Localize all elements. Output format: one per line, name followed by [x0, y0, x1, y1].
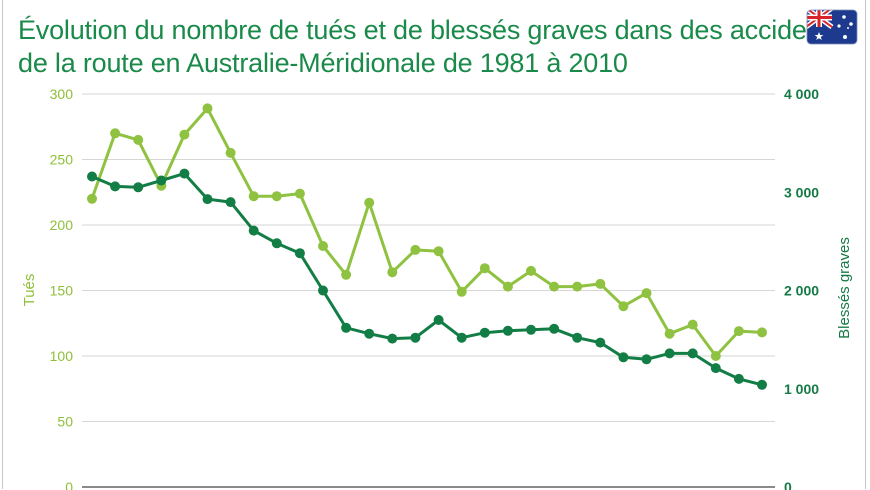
data-point [318, 285, 328, 296]
data-point [387, 267, 398, 278]
data-point [202, 103, 213, 114]
left-tick-label: 100 [50, 348, 74, 364]
data-point [572, 281, 583, 292]
data-point [248, 191, 259, 202]
data-point [87, 193, 97, 204]
left-tick-label: 150 [50, 283, 74, 299]
data-point [387, 333, 398, 344]
data-point [618, 301, 629, 312]
data-point [110, 181, 121, 192]
data-point [341, 269, 352, 280]
data-point [757, 327, 767, 338]
series-killed [87, 103, 767, 361]
data-point [433, 246, 444, 257]
data-point [179, 168, 190, 179]
data-point [179, 129, 190, 140]
data-point [710, 363, 721, 374]
data-point [87, 171, 97, 182]
data-point [526, 324, 536, 335]
data-point [410, 244, 421, 255]
data-point [364, 197, 375, 208]
right-tick-label: 4 000 [784, 86, 819, 102]
series-line [90, 106, 763, 358]
left-tick-label: 300 [50, 86, 74, 102]
right-axis-label: Blessés graves [836, 237, 853, 339]
data-point [433, 315, 444, 325]
data-point [733, 326, 744, 337]
chart-title: Évolution du nombre de tués et de blessé… [18, 14, 843, 80]
data-point [549, 281, 560, 292]
data-point [318, 241, 328, 251]
australia-flag-icon [806, 9, 858, 45]
data-point [595, 337, 606, 348]
data-point [410, 332, 421, 343]
data-point [156, 175, 167, 186]
series-serious-injuries [87, 168, 767, 390]
data-point [757, 379, 767, 390]
data-point [225, 197, 236, 208]
data-point [341, 322, 352, 333]
data-point [595, 278, 606, 289]
right-tick-label: 2 000 [784, 283, 819, 299]
data-point [549, 323, 560, 334]
chart-title-line-2: de la route en Australie-Méridionale de … [18, 48, 628, 78]
right-tick-label: 0 [784, 479, 792, 490]
data-point [456, 286, 467, 297]
data-point [364, 328, 375, 339]
data-point [248, 225, 259, 236]
chart-title-line-1: Évolution du nombre de tués et de blessé… [18, 15, 843, 45]
data-point [294, 188, 305, 199]
data-point [271, 238, 282, 249]
data-point [710, 351, 721, 361]
data-point [133, 134, 144, 145]
right-tick-label: 3 000 [784, 184, 819, 200]
right-axis-ticks: 0 1 000 2 000 3 000 4 000 [784, 86, 819, 490]
data-point [572, 332, 583, 343]
data-point [456, 332, 467, 343]
data-point [641, 354, 652, 365]
grid-lines [82, 93, 775, 422]
right-tick-label: 1 000 [784, 381, 819, 397]
left-tick-label: 250 [50, 152, 74, 168]
data-point [641, 288, 652, 299]
data-point [225, 147, 236, 158]
series-line [91, 172, 763, 387]
left-tick-label: 200 [50, 217, 74, 233]
data-point [479, 263, 490, 274]
left-axis-label: Tués [21, 274, 38, 307]
data-point [664, 348, 675, 359]
series-layer [87, 103, 767, 390]
data-point [664, 328, 675, 339]
data-point [271, 191, 282, 202]
data-point [110, 128, 121, 139]
data-point [133, 182, 144, 193]
data-point [202, 194, 213, 205]
left-tick-label: 0 [65, 479, 73, 490]
data-point [687, 319, 698, 330]
left-axis-ticks: 0 50 100 150 200 250 300 [50, 86, 74, 490]
data-point [526, 265, 536, 276]
data-point [502, 281, 513, 292]
data-point [479, 327, 490, 338]
data-point [502, 325, 513, 336]
data-point [618, 352, 629, 363]
left-tick-label: 50 [57, 414, 73, 430]
data-point [294, 248, 305, 259]
data-point [733, 373, 744, 384]
data-point [687, 348, 698, 359]
